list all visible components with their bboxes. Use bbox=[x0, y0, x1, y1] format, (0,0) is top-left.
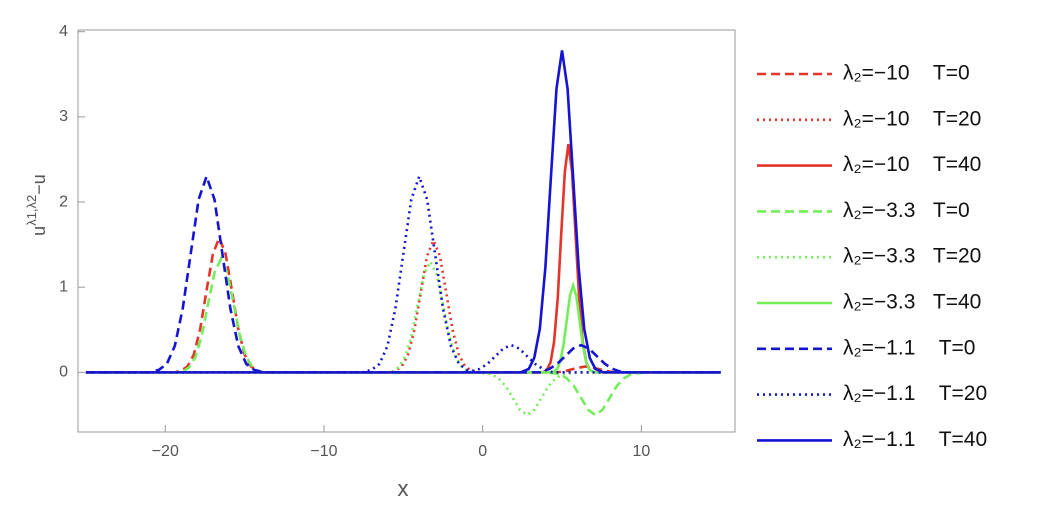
legend-label: λ₂=−1.1 T=20 bbox=[843, 382, 987, 405]
legend-label: λ₂=−3.3 T=40 bbox=[843, 291, 981, 314]
plot-frame bbox=[77, 29, 736, 433]
legend-label: λ₂=−1.1 T=40 bbox=[843, 428, 987, 451]
x-tick-label: 0 bbox=[478, 443, 487, 460]
x-tick-label: −20 bbox=[152, 443, 179, 460]
x-tick-label: −10 bbox=[310, 443, 337, 460]
y-tick-label: 4 bbox=[59, 23, 68, 40]
y-tick-label: 0 bbox=[59, 364, 68, 381]
y-label-base: u bbox=[29, 226, 49, 236]
series-line bbox=[85, 258, 721, 417]
series-line bbox=[85, 172, 721, 374]
legend-label: λ₂=−3.3 T=20 bbox=[843, 245, 981, 268]
series-line bbox=[85, 172, 721, 374]
y-label-tail: −u bbox=[29, 174, 49, 195]
legend-label: λ₂=−10 T=20 bbox=[843, 107, 981, 130]
series-line bbox=[85, 143, 721, 374]
series-line bbox=[85, 256, 721, 417]
legend-label: λ₂=−10 T=0 bbox=[843, 62, 970, 85]
x-axis-label: x bbox=[398, 476, 409, 501]
y-tick-label: 2 bbox=[59, 193, 68, 210]
y-tick-label: 3 bbox=[59, 108, 68, 125]
series-line bbox=[85, 234, 721, 374]
legend-label: λ₂=−3.3 T=0 bbox=[843, 199, 970, 222]
legend-label: λ₂=−10 T=40 bbox=[843, 153, 981, 176]
series-line bbox=[85, 50, 721, 374]
y-label-sup: λ1,λ2 bbox=[24, 195, 39, 226]
y-tick-label: 1 bbox=[59, 278, 68, 295]
legend-label: λ₂=−1.1 T=0 bbox=[843, 336, 975, 359]
y-axis-label: uλ1,λ2−u bbox=[24, 174, 48, 236]
series-line bbox=[85, 281, 721, 374]
x-tick-label: 10 bbox=[632, 443, 650, 460]
